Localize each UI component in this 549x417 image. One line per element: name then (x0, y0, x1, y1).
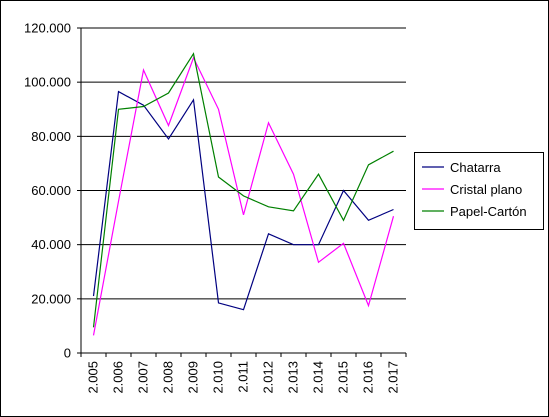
series-line-chatarra (92, 90, 394, 311)
y-tick-label: 40.000 (31, 237, 71, 252)
y-tick-label: 20.000 (31, 291, 71, 306)
x-tick-label: 2.013 (286, 361, 301, 394)
x-tick-label: 2.012 (261, 361, 276, 394)
legend: Chatarra Cristal plano Papel-Cartón (414, 152, 544, 230)
x-tick-label: 2.005 (86, 361, 101, 394)
legend-label: Chatarra (450, 160, 501, 175)
x-tick-label: 2.015 (336, 361, 351, 394)
legend-label: Papel-Cartón (450, 204, 527, 219)
legend-label: Cristal plano (450, 182, 522, 197)
x-tick-label: 2.017 (386, 361, 401, 394)
x-tick-label: 2.007 (136, 361, 151, 394)
x-tick-label: 2.008 (161, 361, 176, 394)
y-axis: 0 20.000 40.000 60.000 80.000 100.000 120.000 (24, 21, 82, 361)
x-axis: 2.005 2.006 2.007 2.008 2.009 2.010 2.011 2.012… (80, 352, 407, 394)
legend-box (414, 152, 544, 230)
x-tick-label: 2.010 (211, 361, 226, 394)
y-tick-label: 60.000 (31, 183, 71, 198)
gridlines (81, 27, 406, 300)
x-tick-label: 2.016 (361, 361, 376, 394)
x-tick-label: 2.009 (186, 361, 201, 394)
x-tick-label: 2.006 (111, 361, 126, 394)
series-line-papel-carton (92, 52, 394, 328)
y-tick-label: 100.000 (24, 75, 71, 90)
y-tick-label: 80.000 (31, 129, 71, 144)
x-tick-label: 2.011 (236, 361, 251, 393)
x-tick-label: 2.014 (311, 361, 326, 394)
y-tick-label: 0 (64, 346, 71, 361)
series-line-cristal-plano (92, 56, 395, 336)
series-lines (92, 52, 395, 336)
y-tick-label: 120.000 (24, 21, 71, 36)
